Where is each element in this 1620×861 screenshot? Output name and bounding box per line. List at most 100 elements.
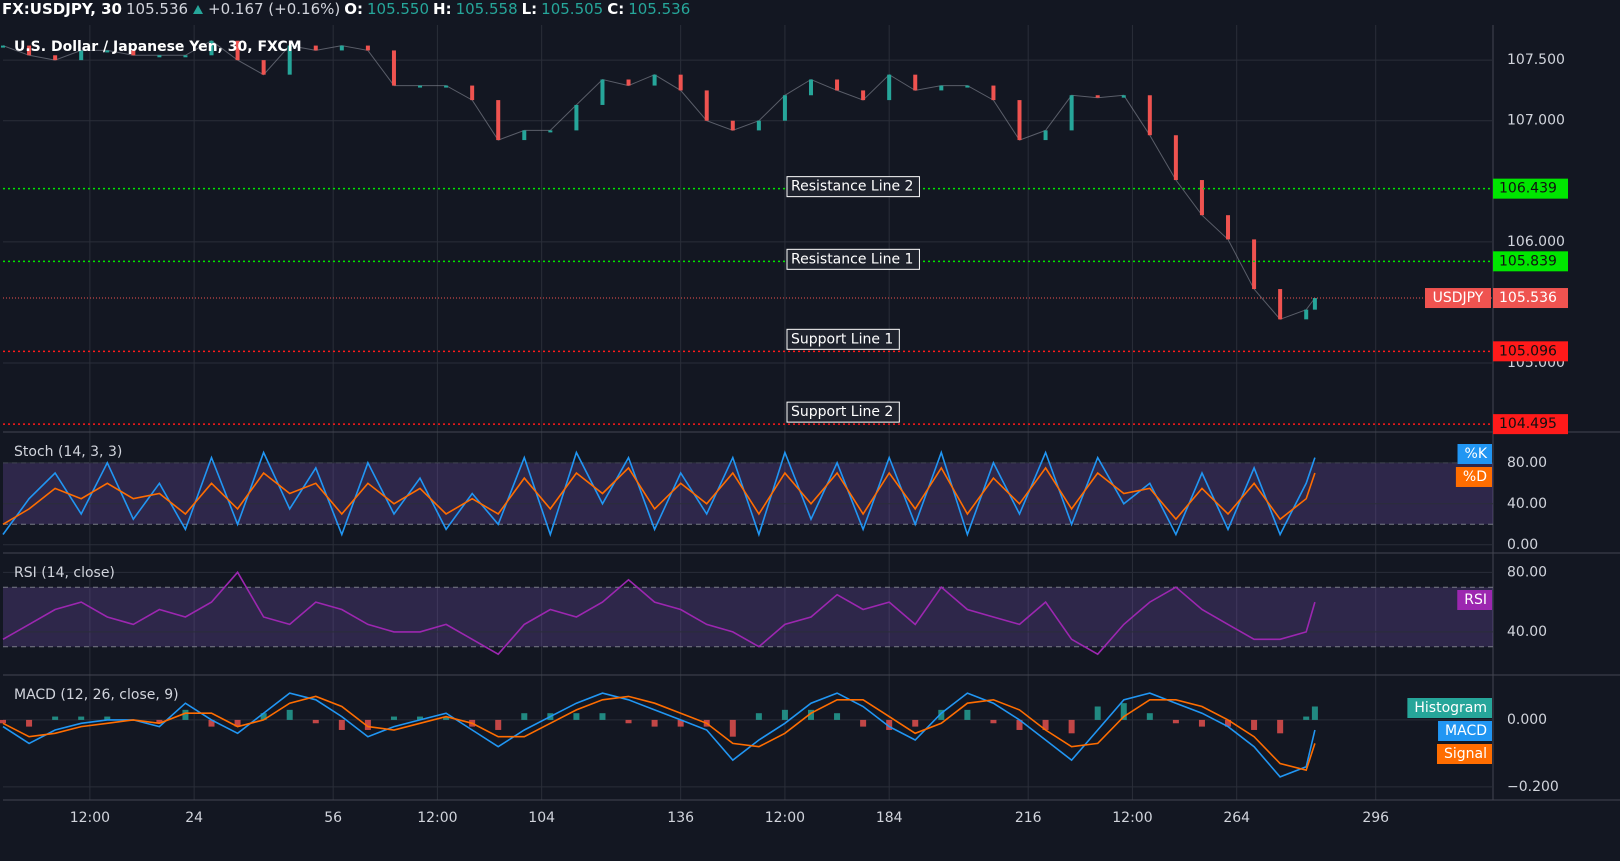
- band: [3, 587, 1493, 647]
- histogram-bar: [756, 713, 762, 720]
- level-tag-value: 105.096: [1499, 343, 1557, 359]
- x-tick-label: 264: [1223, 810, 1250, 826]
- histogram-bar: [52, 717, 58, 720]
- pane-title: U.S. Dollar / Japanese Yen, 30, FXCM: [14, 39, 302, 55]
- y-tick-label: 0.00: [1507, 537, 1538, 553]
- candle: [418, 86, 422, 88]
- candle: [1148, 95, 1152, 135]
- histogram-bar: [1147, 713, 1153, 720]
- candle: [522, 130, 526, 140]
- candle: [1044, 130, 1048, 140]
- candle: [392, 50, 396, 85]
- histogram-bar: [78, 717, 84, 720]
- candle: [913, 75, 917, 91]
- candle: [444, 86, 448, 88]
- x-tick-label: 136: [667, 810, 694, 826]
- price-tag-value: 105.536: [1499, 290, 1557, 306]
- x-tick-label: 296: [1362, 810, 1389, 826]
- candle: [183, 55, 187, 57]
- x-tick-label: 56: [324, 810, 342, 826]
- candle: [653, 75, 657, 86]
- candle: [574, 105, 578, 130]
- histogram-bar: [1303, 717, 1309, 720]
- histogram-bar: [521, 713, 527, 720]
- legend-label: Histogram: [1414, 700, 1487, 716]
- histogram-bar: [730, 720, 736, 737]
- x-tick-label: 24: [185, 810, 203, 826]
- candle: [53, 55, 57, 60]
- candle: [809, 80, 813, 96]
- histogram-bar: [573, 713, 579, 720]
- y-tick-label: 106.000: [1507, 234, 1565, 250]
- histogram-bar: [495, 720, 501, 730]
- legend-label: Signal: [1444, 746, 1487, 762]
- histogram-bar: [26, 720, 32, 727]
- candle: [1200, 180, 1204, 215]
- price-tag-name: USDJPY: [1433, 290, 1484, 306]
- x-tick-label: 184: [876, 810, 903, 826]
- histogram-bar: [964, 710, 970, 720]
- histogram-bar: [599, 713, 605, 720]
- candle: [1018, 100, 1022, 140]
- histogram-bar: [912, 720, 918, 727]
- y-tick-label: −0.200: [1507, 779, 1559, 795]
- candle: [679, 75, 683, 91]
- legend-label: RSI: [1464, 592, 1487, 608]
- candle: [783, 95, 787, 120]
- level-label: Support Line 2: [791, 404, 893, 420]
- candle: [1252, 239, 1256, 289]
- histogram-bar: [182, 710, 188, 720]
- candle: [1226, 215, 1230, 239]
- y-tick-label: 107.000: [1507, 113, 1565, 129]
- x-tick-label: 104: [528, 810, 555, 826]
- legend-label: %D: [1463, 469, 1487, 485]
- candle: [314, 46, 318, 51]
- candle: [1278, 289, 1282, 319]
- candle: [600, 80, 604, 105]
- candle: [887, 75, 891, 100]
- candle: [496, 100, 500, 140]
- pane-title: RSI (14, close): [14, 565, 115, 581]
- candle: [1174, 135, 1178, 180]
- candle: [705, 90, 709, 120]
- histogram-bar: [0, 720, 6, 723]
- candle: [548, 130, 552, 132]
- level-label: Resistance Line 2: [791, 179, 913, 195]
- price-line: [3, 41, 1315, 320]
- y-tick-label: 40.00: [1507, 624, 1547, 640]
- candle: [1096, 95, 1100, 97]
- candle: [157, 55, 161, 57]
- candle: [1122, 95, 1126, 97]
- x-tick-label: 12:00: [70, 810, 110, 826]
- legend-label: %K: [1465, 446, 1488, 462]
- y-tick-label: 0.000: [1507, 712, 1547, 728]
- y-tick-label: 80.00: [1507, 564, 1547, 580]
- pane-title: MACD (12, 26, close, 9): [14, 687, 179, 703]
- legend-label: MACD: [1445, 723, 1487, 739]
- level-tag-value: 105.839: [1499, 253, 1557, 269]
- candle: [835, 80, 839, 91]
- histogram-bar: [860, 720, 866, 727]
- candle: [1313, 298, 1317, 310]
- histogram-bar: [1173, 720, 1179, 723]
- pane-title: Stoch (14, 3, 3): [14, 444, 122, 460]
- histogram-bar: [1069, 720, 1075, 733]
- candle: [262, 60, 266, 75]
- candle: [1, 46, 5, 48]
- histogram-bar: [1251, 720, 1257, 730]
- histogram-bar: [1277, 720, 1283, 733]
- candle: [1070, 95, 1074, 130]
- candle: [731, 121, 735, 131]
- band: [3, 463, 1493, 525]
- candle: [340, 46, 344, 51]
- candle: [627, 80, 631, 86]
- level-label: Resistance Line 1: [791, 251, 913, 267]
- candle: [1304, 310, 1308, 320]
- x-tick-label: 12:00: [765, 810, 805, 826]
- histogram-bar: [287, 710, 293, 720]
- histogram-bar: [1095, 707, 1101, 720]
- level-tag-value: 104.495: [1499, 416, 1557, 432]
- histogram-bar: [834, 713, 840, 720]
- candle: [470, 86, 474, 101]
